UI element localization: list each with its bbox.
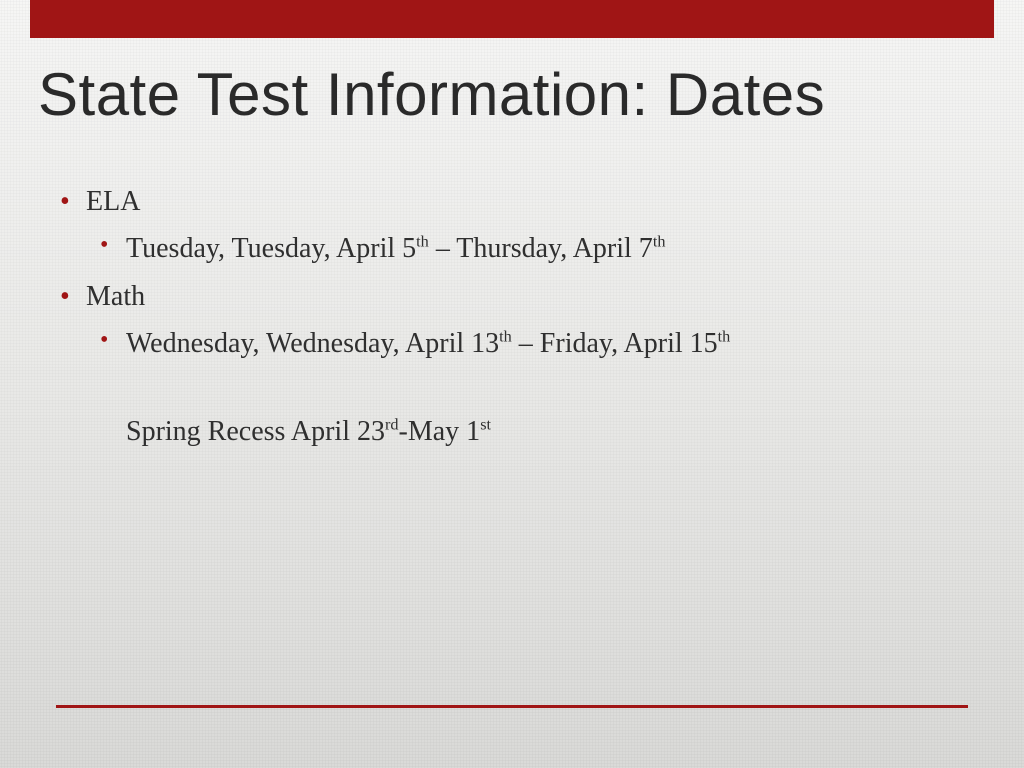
bullet-level1: ELA bbox=[60, 180, 964, 223]
top-accent-bar bbox=[30, 0, 994, 38]
bullet-detail: Tuesday, Tuesday, April 5th – Thursday, … bbox=[126, 233, 665, 264]
note-line: Spring Recess April 23rd-May 1st bbox=[126, 410, 964, 453]
note-text: Spring Recess April 23rd-May 1st bbox=[126, 416, 491, 447]
bullet-label: ELA bbox=[86, 186, 140, 217]
bullet-level1: Math bbox=[60, 275, 964, 318]
bullet-detail: Wednesday, Wednesday, April 13th – Frida… bbox=[126, 328, 730, 359]
slide-body: ELA Tuesday, Tuesday, April 5th – Thursd… bbox=[60, 180, 964, 453]
bullet-level2: Tuesday, Tuesday, April 5th – Thursday, … bbox=[100, 227, 964, 270]
bullet-label: Math bbox=[86, 281, 145, 312]
bottom-accent-rule bbox=[56, 705, 968, 708]
bullet-level2: Wednesday, Wednesday, April 13th – Frida… bbox=[100, 322, 964, 365]
slide-title: State Test Information: Dates bbox=[38, 60, 825, 129]
